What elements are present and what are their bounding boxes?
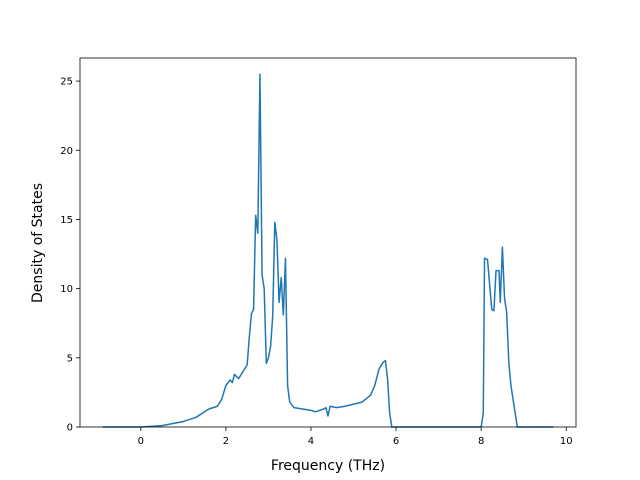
x-tick-label: 6 [393, 436, 399, 447]
y-tick-label: 15 [60, 215, 73, 226]
x-tick-label: 2 [223, 436, 229, 447]
x-tick-label: 10 [560, 436, 573, 447]
y-tick-label: 20 [60, 146, 73, 157]
y-axis-label: Density of States [30, 183, 46, 303]
x-tick-label: 4 [308, 436, 314, 447]
line [102, 73, 554, 428]
y-tick-label: 10 [60, 284, 73, 295]
y-tick-label: 25 [60, 77, 73, 88]
x-axis-label: Frequency (THz) [271, 458, 385, 474]
axes-frame [79, 57, 577, 428]
y-tick-label: 0 [67, 423, 73, 434]
x-tick-label: 0 [138, 436, 144, 447]
x-tick-label: 8 [478, 436, 484, 447]
y-tick-label: 5 [67, 353, 73, 364]
